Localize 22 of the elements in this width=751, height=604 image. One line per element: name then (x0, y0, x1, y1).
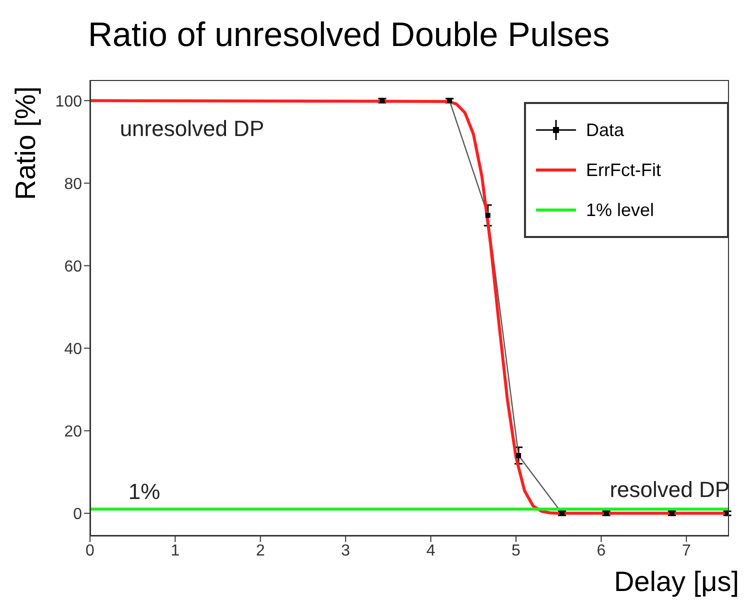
x-tick-label: 3 (341, 542, 350, 560)
x-tick-label: 1 (170, 542, 180, 560)
y-tick-label: 80 (64, 176, 82, 193)
y-tick-label: 60 (64, 258, 82, 276)
y-tick-label: 100 (55, 93, 82, 110)
y-axis-title: Ratio [%] (10, 86, 42, 200)
legend-label: 1% level (586, 200, 654, 220)
x-tick-label: 2 (256, 542, 265, 560)
x-tick-label: 4 (426, 542, 436, 560)
x-tick-label: 7 (682, 542, 691, 560)
annotation: 1% (128, 478, 160, 505)
legend-label: Data (586, 120, 624, 140)
x-tick-label: 6 (596, 542, 606, 560)
y-tick-label: 40 (64, 340, 82, 358)
chart-title: Ratio of unresolved Double Pulses (88, 16, 610, 55)
y-tick-label: 20 (64, 423, 82, 440)
x-tick-label: 0 (86, 542, 95, 560)
annotation: unresolved DP (120, 116, 264, 142)
y-tick-label: 0 (73, 506, 82, 523)
x-tick-label: 5 (512, 542, 521, 560)
x-axis-title: Delay [μs] (614, 566, 739, 598)
legend-label: ErrFct-Fit (586, 160, 661, 180)
